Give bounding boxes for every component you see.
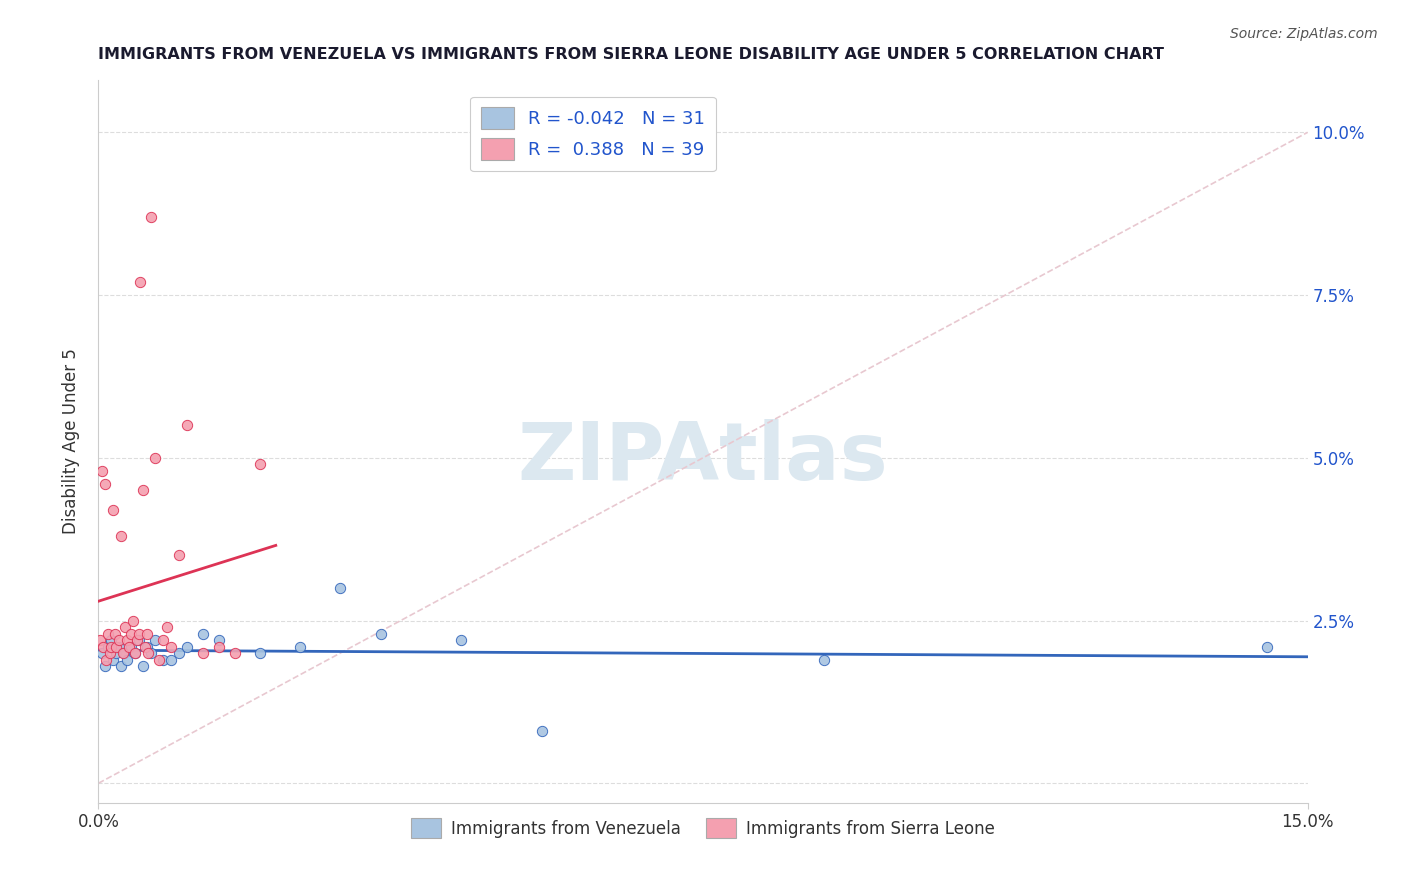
Point xyxy=(134,640,156,654)
Point xyxy=(329,581,352,595)
Point xyxy=(110,529,132,543)
Y-axis label: Disability Age Under 5: Disability Age Under 5 xyxy=(62,349,80,534)
Point xyxy=(249,646,271,660)
Point xyxy=(139,646,162,660)
Point xyxy=(129,275,152,289)
Point xyxy=(160,640,183,654)
Point xyxy=(103,626,125,640)
Point xyxy=(101,652,124,666)
Point xyxy=(110,659,132,673)
Point xyxy=(105,640,128,654)
Point xyxy=(143,633,166,648)
Point xyxy=(132,659,155,673)
Point xyxy=(114,620,136,634)
Point xyxy=(193,626,215,640)
Point xyxy=(138,646,160,660)
Point xyxy=(118,640,141,654)
Point xyxy=(288,640,311,654)
Point xyxy=(208,640,231,654)
Point xyxy=(176,640,198,654)
Point xyxy=(122,614,145,628)
Point xyxy=(105,646,128,660)
Point xyxy=(128,626,150,640)
Point xyxy=(107,640,129,654)
Point xyxy=(120,640,142,654)
Point xyxy=(152,633,174,648)
Point xyxy=(124,646,146,660)
Point xyxy=(135,640,157,654)
Point xyxy=(107,633,129,648)
Point xyxy=(176,418,198,433)
Point xyxy=(139,210,162,224)
Point xyxy=(167,646,190,660)
Point xyxy=(135,626,157,640)
Point xyxy=(193,646,215,660)
Point xyxy=(111,646,134,660)
Point xyxy=(91,646,114,660)
Point xyxy=(156,620,179,634)
Point xyxy=(143,450,166,465)
Point xyxy=(124,646,146,660)
Point xyxy=(128,633,150,648)
Text: ZIPAtlas: ZIPAtlas xyxy=(517,419,889,497)
Point xyxy=(97,626,120,640)
Text: Source: ZipAtlas.com: Source: ZipAtlas.com xyxy=(1230,27,1378,41)
Point xyxy=(97,640,120,654)
Point xyxy=(160,652,183,666)
Point xyxy=(101,503,124,517)
Point xyxy=(115,633,138,648)
Point xyxy=(100,640,122,654)
Point xyxy=(112,646,135,660)
Point xyxy=(98,646,121,660)
Point xyxy=(450,633,472,648)
Point xyxy=(91,640,114,654)
Point xyxy=(249,458,271,472)
Point xyxy=(90,464,112,478)
Point xyxy=(208,633,231,648)
Point xyxy=(127,633,149,648)
Point xyxy=(89,633,111,648)
Point xyxy=(370,626,392,640)
Point xyxy=(1256,640,1278,654)
Legend: Immigrants from Venezuela, Immigrants from Sierra Leone: Immigrants from Venezuela, Immigrants fr… xyxy=(405,812,1001,845)
Point xyxy=(96,652,118,666)
Point xyxy=(224,646,246,660)
Text: IMMIGRANTS FROM VENEZUELA VS IMMIGRANTS FROM SIERRA LEONE DISABILITY AGE UNDER 5: IMMIGRANTS FROM VENEZUELA VS IMMIGRANTS … xyxy=(98,47,1164,62)
Point xyxy=(148,652,170,666)
Point xyxy=(120,626,142,640)
Point xyxy=(100,633,122,648)
Point xyxy=(167,549,190,563)
Point xyxy=(530,724,553,739)
Point xyxy=(132,483,155,498)
Point xyxy=(94,659,117,673)
Point xyxy=(115,652,138,666)
Point xyxy=(152,652,174,666)
Point xyxy=(813,652,835,666)
Point xyxy=(94,476,117,491)
